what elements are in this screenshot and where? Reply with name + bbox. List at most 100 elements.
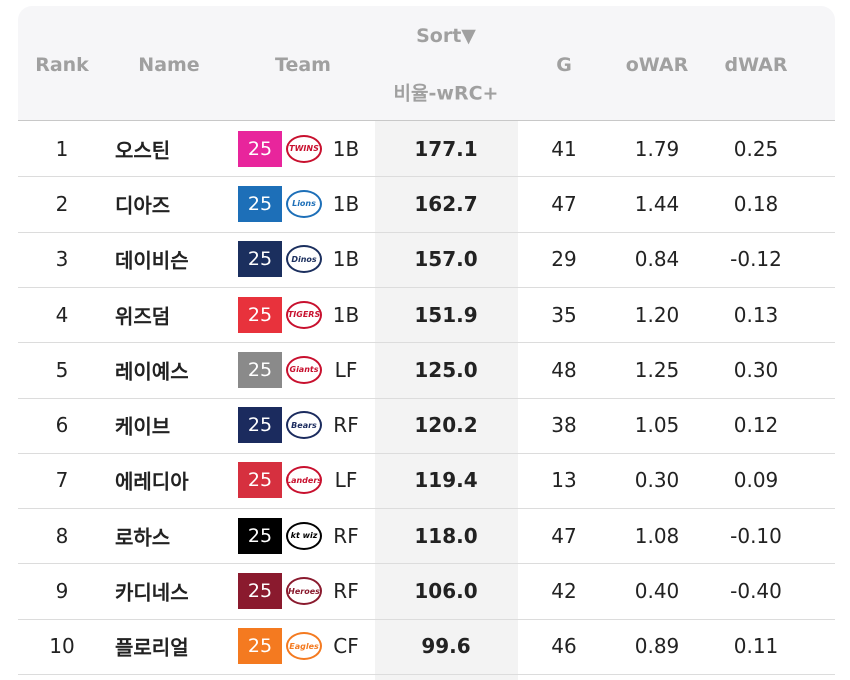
player-name: 에레디아 (115, 469, 189, 494)
rank-cell: 10 (49, 634, 75, 659)
rank-cell: 6 (55, 413, 69, 438)
owar-cell: 1.08 (634, 523, 680, 548)
team-badge: 25 (238, 407, 282, 444)
rank-cell: 4 (55, 302, 69, 327)
player-name: 카디네스 (115, 580, 189, 605)
games-cell: 42 (551, 579, 577, 604)
team-badge: 25 (238, 241, 282, 278)
rank-cell: 5 (55, 357, 69, 382)
team-badge: 25 (238, 462, 282, 499)
team-logo: Dinos (286, 245, 322, 274)
team-logo: Landers (286, 466, 322, 495)
owar-cell: 1.20 (634, 302, 680, 327)
header-metric[interactable]: 비율-wRC+ (393, 82, 499, 105)
position-cell: CF (333, 634, 359, 659)
row-divider (18, 231, 835, 233)
owar-cell: 0.40 (634, 579, 680, 604)
owar-cell: 1.05 (634, 413, 680, 438)
player-name: 로하스 (115, 525, 171, 550)
team-badge: 25 (238, 130, 282, 167)
sort-button[interactable]: Sort▼ (416, 25, 476, 47)
owar-cell: 0.84 (634, 247, 680, 272)
team-badge: 25 (238, 351, 282, 388)
metric-cell: 157.0 (414, 247, 478, 272)
rank-cell: 1 (55, 136, 69, 161)
row-divider (18, 674, 835, 675)
row-divider (18, 452, 835, 454)
rank-cell: 2 (55, 191, 69, 216)
metric-cell: 120.2 (414, 413, 478, 438)
metric-cell: 106.0 (414, 579, 478, 604)
games-cell: 13 (551, 468, 577, 493)
dwar-cell: 0.12 (733, 413, 779, 438)
team-logo: Lions (286, 189, 322, 218)
team-logo: Heroes (286, 577, 322, 606)
dwar-cell: -0.12 (730, 247, 782, 272)
position-cell: RF (333, 523, 359, 548)
games-cell: 38 (551, 413, 577, 438)
games-cell: 47 (551, 191, 577, 216)
header-name[interactable]: Name (138, 54, 200, 76)
row-divider (18, 286, 835, 288)
metric-cell: 151.9 (414, 302, 478, 327)
dwar-cell: 0.09 (733, 468, 779, 493)
rank-cell: 7 (55, 468, 69, 493)
header-team[interactable]: Team (275, 54, 331, 76)
games-cell: 46 (551, 634, 577, 659)
dwar-cell: 0.18 (733, 191, 779, 216)
metric-cell: 119.4 (414, 468, 478, 493)
team-badge: 25 (238, 185, 282, 222)
rank-cell: 8 (55, 523, 69, 548)
games-cell: 48 (551, 357, 577, 382)
player-name: 레이예스 (115, 359, 189, 384)
position-cell: 1B (332, 302, 360, 327)
team-badge: 25 (238, 296, 282, 333)
row-divider (18, 342, 835, 344)
position-cell: LF (334, 468, 358, 493)
player-name: 디아즈 (115, 193, 171, 218)
team-logo: Eagles (286, 632, 322, 661)
metric-cell: 162.7 (414, 191, 478, 216)
header-rank[interactable]: Rank (35, 54, 89, 76)
row-divider (18, 397, 835, 399)
games-cell: 47 (551, 523, 577, 548)
header-background (18, 6, 835, 120)
games-cell: 41 (551, 136, 577, 161)
position-cell: RF (333, 579, 359, 604)
row-divider (18, 563, 835, 565)
row-divider (18, 618, 835, 620)
games-cell: 35 (551, 302, 577, 327)
metric-cell: 177.1 (414, 136, 478, 161)
rank-cell: 9 (55, 579, 69, 604)
player-name: 플로리얼 (115, 635, 189, 660)
team-logo: Bears (286, 411, 322, 440)
header-games[interactable]: G (556, 54, 572, 76)
dwar-cell: 0.30 (733, 357, 779, 382)
team-badge: 25 (238, 573, 282, 610)
owar-cell: 0.89 (634, 634, 680, 659)
owar-cell: 1.79 (634, 136, 680, 161)
position-cell: 1B (332, 136, 360, 161)
position-cell: 1B (332, 247, 360, 272)
row-divider (18, 508, 835, 510)
dwar-cell: 0.11 (733, 634, 779, 659)
header-dwar[interactable]: dWAR (724, 54, 788, 76)
rank-cell: 3 (55, 247, 69, 272)
position-cell: LF (334, 357, 358, 382)
metric-cell: 125.0 (414, 357, 478, 382)
player-name: 데이비슨 (115, 248, 189, 273)
header-divider (18, 120, 835, 121)
dwar-cell: -0.40 (730, 579, 782, 604)
team-logo: TWINS (286, 134, 322, 163)
position-cell: 1B (332, 191, 360, 216)
player-name: 위즈덤 (115, 304, 171, 329)
header-owar[interactable]: oWAR (625, 54, 689, 76)
metric-cell: 99.6 (421, 634, 471, 659)
team-logo: kt wiz (286, 521, 322, 550)
row-divider (18, 176, 835, 178)
player-name: 오스틴 (115, 138, 171, 163)
dwar-cell: 0.25 (733, 136, 779, 161)
player-name: 케이브 (115, 414, 171, 439)
team-badge: 25 (238, 628, 282, 665)
